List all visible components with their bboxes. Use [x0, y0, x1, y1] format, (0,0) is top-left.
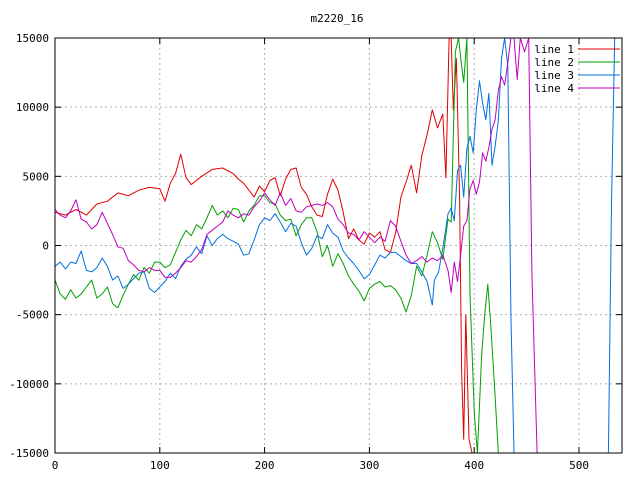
series-line-4 — [55, 38, 622, 453]
y-tick-label: -5000 — [16, 309, 49, 322]
series-line-3 — [55, 38, 616, 453]
x-tick-label: 500 — [569, 459, 589, 472]
legend-label: line 1 — [534, 43, 574, 56]
legend-label: line 3 — [534, 69, 574, 82]
y-tick-label: -15000 — [9, 447, 49, 460]
y-tick-label: 10000 — [16, 101, 49, 114]
chart-title: m2220_16 — [311, 12, 364, 25]
y-tick-label: 0 — [42, 240, 49, 253]
x-axis-ticks: 0 100 200 300 400 500 — [52, 38, 589, 472]
legend-label: line 4 — [534, 82, 574, 95]
plot-frame — [54, 37, 623, 454]
series-line-2 — [55, 38, 622, 453]
y-tick-label: 5000 — [23, 170, 50, 183]
y-tick-label: -10000 — [9, 378, 49, 391]
legend-label: line 2 — [534, 56, 574, 69]
x-tick-label: 0 — [52, 459, 59, 472]
y-tick-label: 15000 — [16, 32, 49, 45]
x-tick-label: 400 — [464, 459, 484, 472]
x-tick-label: 300 — [359, 459, 379, 472]
series-line-1 — [55, 38, 473, 453]
grid-lines — [55, 38, 622, 453]
x-tick-label: 200 — [255, 459, 275, 472]
series-lines — [55, 38, 622, 453]
x-tick-label: 100 — [150, 459, 170, 472]
